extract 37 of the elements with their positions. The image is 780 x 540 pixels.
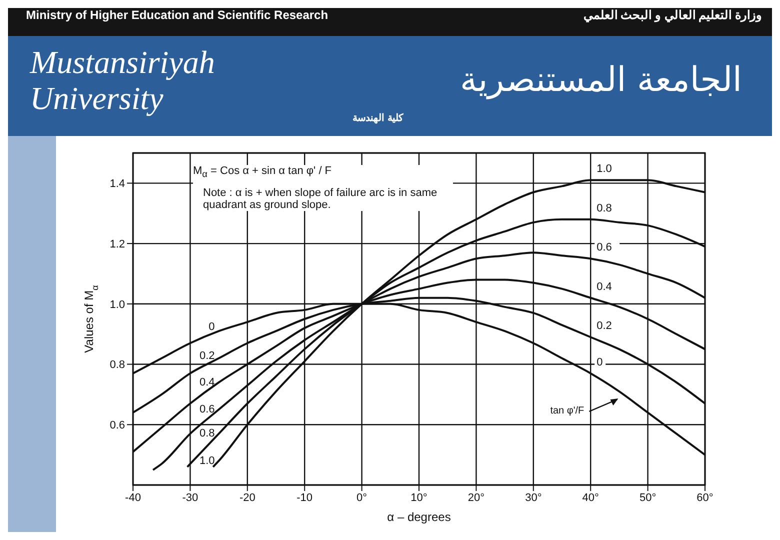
x-tick-label: -10 — [296, 492, 313, 504]
series-label: 0.4 — [200, 376, 215, 388]
series-label: 1.0 — [200, 454, 215, 467]
series-label: 0.8 — [200, 428, 215, 440]
y-tick-label: 1.4 — [110, 178, 125, 190]
text: 0.2 — [596, 320, 612, 332]
text: كلية الهندسة — [352, 112, 404, 124]
series-label: 0.2 — [200, 350, 215, 362]
series-label: 0.6 — [200, 404, 215, 416]
y-tick-label: 1.0 — [110, 298, 125, 311]
text: 0.8 — [596, 202, 612, 214]
x-tick-label: 0° — [356, 492, 368, 504]
text: 0.6 — [596, 242, 612, 254]
x-tick-label: -20 — [239, 492, 256, 504]
x-tick-label: 60° — [696, 492, 714, 504]
y-tick-label: 0.6 — [110, 420, 125, 432]
x-tick-label: 40° — [582, 492, 599, 504]
text: Mustansiriyah University — [30, 44, 216, 116]
x-tick-label: 20° — [468, 492, 485, 504]
text: Ministry of Higher Education and Scientific Research — [26, 8, 328, 22]
y-tick-label: 0.8 — [110, 359, 125, 372]
text: وزارة التعليم العالي و البحث العلمي — [583, 8, 762, 22]
y-tick-label: 1.2 — [110, 238, 125, 250]
text: 1.0 — [596, 163, 612, 176]
annotation: tan φ'/F — [550, 405, 584, 416]
x-tick-label: 30° — [525, 492, 542, 504]
text: 0.4 — [596, 280, 612, 293]
text: الجامعة المستنصرية — [460, 60, 742, 100]
x-axis-title: α – degrees — [387, 510, 451, 524]
x-tick-label: 10° — [410, 492, 428, 504]
x-tick-label: 50° — [639, 492, 656, 504]
x-tick-label: -30 — [182, 492, 198, 504]
text: 0 — [596, 356, 603, 368]
annotation: Note : α is + when slope of failure arc is in same quadrant as ground slope. — [203, 187, 438, 212]
series-label: 0 — [208, 321, 215, 334]
x-tick-label: -40 — [125, 492, 141, 504]
annotation: M$_{α}$ = Cos α + sin α tan φ' / F — [193, 165, 333, 180]
